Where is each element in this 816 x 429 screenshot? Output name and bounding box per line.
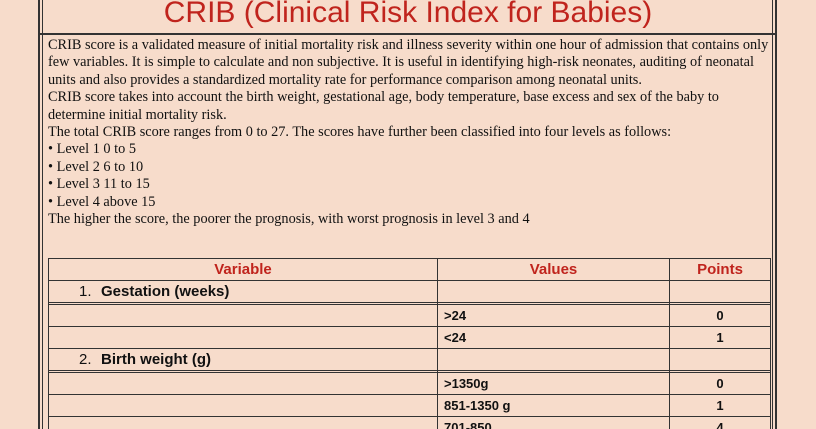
value-cell: >24 [437, 304, 670, 327]
variable-name: Gestation (weeks) [101, 283, 230, 300]
value-cell: 701-850 [437, 416, 670, 429]
variable-cell-empty [48, 416, 438, 429]
variable-cell-empty [48, 372, 438, 395]
crib-score-table: Variable Values Points 1. Gestation (week… [48, 258, 771, 429]
description-text: CRIB score is a validated measure of ini… [48, 37, 770, 228]
paragraph-prognosis: The higher the score, the poorer the pro… [48, 211, 530, 228]
title-divider [38, 33, 777, 35]
variable-cell-empty [48, 304, 438, 327]
paragraph-intro: CRIB score is a validated measure of ini… [48, 37, 769, 88]
values-cell-empty [437, 280, 670, 303]
points-cell: 0 [669, 304, 771, 327]
variable-cell: 2. Birth weight (g) [48, 348, 438, 371]
variable-number: 1. [79, 283, 92, 300]
values-cell-empty [437, 348, 670, 371]
variable-number: 2. [79, 351, 92, 368]
value-cell: >1350g [437, 372, 670, 395]
variable-name: Birth weight (g) [101, 351, 211, 368]
table-row: <24 1 [48, 326, 771, 349]
level-item-4: • Level 4 above 15 [48, 193, 156, 210]
section-row-gestation: 1. Gestation (weeks) [48, 280, 771, 303]
points-cell: 4 [669, 416, 771, 429]
table-header-row: Variable Values Points [48, 258, 771, 281]
level-item-2: • Level 2 6 to 10 [48, 158, 144, 175]
value-cell: <24 [437, 326, 670, 349]
column-header-values: Values [437, 258, 670, 281]
level-item-3: • Level 3 11 to 15 [48, 176, 150, 193]
variable-cell-empty [48, 394, 438, 417]
paragraph-range: The total CRIB score ranges from 0 to 27… [48, 124, 672, 141]
table-row: >24 0 [48, 304, 771, 327]
points-cell: 1 [669, 326, 771, 349]
column-header-variable: Variable [48, 258, 438, 281]
points-cell-empty [669, 348, 771, 371]
column-header-points: Points [669, 258, 771, 281]
paragraph-factors: CRIB score takes into account the birth … [48, 89, 719, 123]
table-row: 701-850 4 [48, 416, 771, 429]
value-cell: 851-1350 g [437, 394, 670, 417]
variable-cell: 1. Gestation (weeks) [48, 280, 438, 303]
table-row: >1350g 0 [48, 372, 771, 395]
page-frame [38, 0, 777, 429]
variable-cell-empty [48, 326, 438, 349]
points-cell: 1 [669, 394, 771, 417]
table-row: 851-1350 g 1 [48, 394, 771, 417]
level-item-1: • Level 1 0 to 5 [48, 141, 136, 158]
section-row-birth-weight: 2. Birth weight (g) [48, 348, 771, 371]
page-title: CRIB (Clinical Risk Index for Babies) [163, 0, 653, 29]
points-cell-empty [669, 280, 771, 303]
points-cell: 0 [669, 372, 771, 395]
